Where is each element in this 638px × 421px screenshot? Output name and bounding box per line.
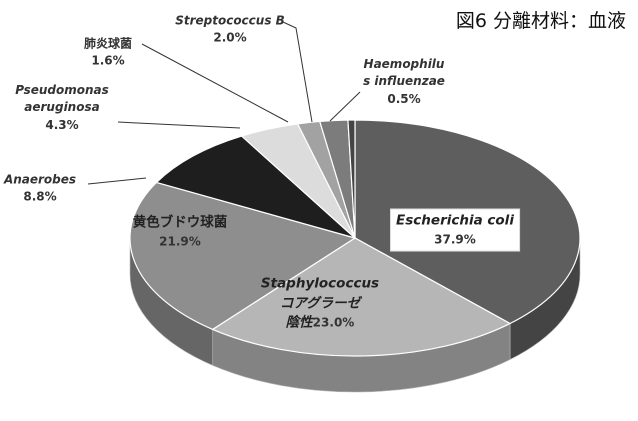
category-name: Pseudomonas aeruginosa (15, 82, 109, 115)
slice-label: Staphylococcus コアグラーゼ 陰性23.0% (261, 275, 379, 334)
slice (347, 119, 356, 239)
value-label: 23.0% (312, 315, 355, 330)
slice-label: Anaerobes 8.8% (4, 172, 76, 207)
slice-label: 黄色ブドウ球菌 21.9% (133, 214, 228, 251)
value-label: 4.3% (45, 117, 79, 132)
chart-title: 図6 分離材料：血液 (455, 10, 626, 32)
leader-line (329, 91, 361, 122)
category-name: 肺炎球菌 (83, 36, 133, 51)
category-name: 黄色ブドウ球菌 (132, 214, 228, 231)
slice-label: Pseudomonas aeruginosa 4.3% (15, 82, 109, 134)
slice (155, 135, 356, 239)
slice (129, 181, 357, 331)
value-label: 2.0% (213, 31, 247, 45)
value-label: 1.6% (91, 54, 125, 68)
slice-label: Escherichia coli 37.9% (390, 208, 520, 252)
category-name: Staphylococcus コアグラーゼ 陰性 (260, 275, 380, 331)
slice-label: Streptococcus B 2.0% (175, 13, 285, 48)
category-name: Haemophilu s influenzae (363, 56, 445, 89)
category-name: Anaerobes (3, 172, 77, 187)
slice-label: 肺炎球菌 1.6% (84, 36, 132, 71)
leader-line (87, 177, 147, 185)
value-label: 37.9% (434, 232, 476, 247)
slice-label: Haemophilu s influenzae 0.5% (363, 56, 445, 108)
leader-line (282, 21, 313, 123)
value-label: 0.5% (387, 91, 421, 106)
value-label: 21.9% (159, 234, 201, 249)
category-name: Escherichia coli (396, 212, 514, 229)
leader-line (141, 43, 289, 123)
category-name: Streptococcus B (175, 13, 285, 28)
slice (211, 237, 512, 357)
leader-line (117, 121, 241, 129)
value-label: 8.8% (23, 190, 57, 204)
